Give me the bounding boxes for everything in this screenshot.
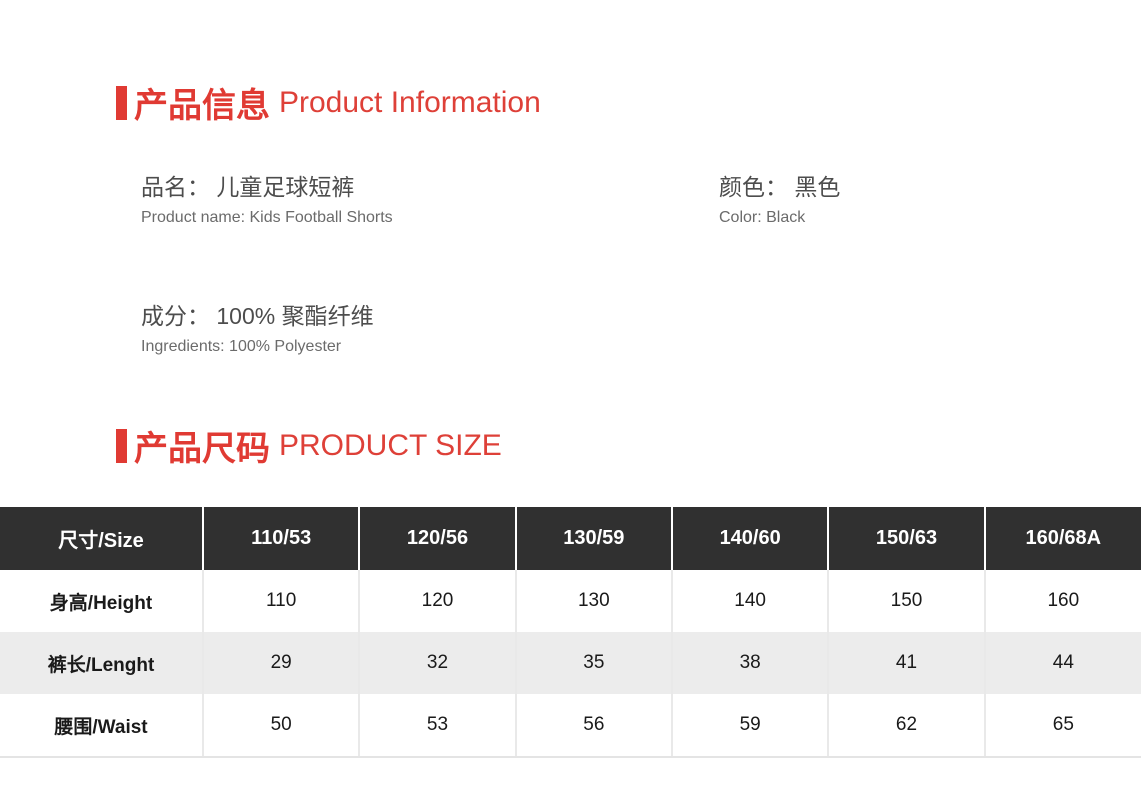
product-name-en: Product name: Kids Football Shorts — [141, 209, 393, 226]
section-title-en: PRODUCT SIZE — [279, 428, 502, 462]
table-header-cell: 120/56 — [359, 507, 517, 570]
table-cell: 140 — [671, 570, 830, 632]
table-cell: 53 — [359, 694, 517, 758]
table-cell: 59 — [671, 694, 830, 758]
red-accent-bar-icon — [116, 428, 127, 463]
table-cell: 56 — [515, 694, 673, 758]
color-cn: 颜色： 黑色 — [719, 174, 841, 200]
table-header-cell-size: 尺寸/Size — [0, 507, 204, 570]
table-cell: 62 — [828, 694, 986, 758]
table-cell: 44 — [984, 632, 1141, 694]
section-heading-product-size: 产品尺码 PRODUCT SIZE — [116, 421, 502, 470]
info-field-product-name: 品名： 儿童足球短裤 Product name: Kids Football S… — [141, 172, 719, 231]
table-cell: 110 — [203, 570, 361, 632]
table-row: 腰围/Waist 50 53 56 59 62 65 — [0, 694, 1141, 758]
table-row-label: 身高/Height — [0, 570, 204, 632]
table-cell: 35 — [515, 632, 673, 694]
section-heading-product-info: 产品信息 Product Information — [116, 78, 541, 127]
table-header-cell: 140/60 — [671, 507, 830, 570]
table-cell: 32 — [359, 632, 517, 694]
table-header-row: 尺寸/Size 110/53 120/56 130/59 140/60 150/… — [0, 507, 1141, 570]
section-title-en: Product Information — [279, 85, 541, 119]
table-cell: 130 — [515, 570, 673, 632]
info-row-name-color: 品名： 儿童足球短裤 Product name: Kids Football S… — [141, 172, 1101, 231]
section-title-cn: 产品尺码 — [134, 430, 270, 468]
ingredients-cn: 成分： 100% 聚酯纤维 — [141, 303, 374, 329]
info-field-ingredients: 成分： 100% 聚酯纤维 Ingredients: 100% Polyeste… — [141, 301, 719, 360]
table-header-cell: 150/63 — [828, 507, 986, 570]
info-field-color: 颜色： 黑色 Color: Black — [719, 172, 1099, 231]
section-title-cn: 产品信息 — [134, 87, 270, 125]
table-header: 尺寸/Size 110/53 120/56 130/59 140/60 150/… — [0, 507, 1141, 570]
ingredients-en: Ingredients: 100% Polyester — [141, 338, 342, 355]
color-en: Color: Black — [719, 209, 806, 226]
table-body: 身高/Height 110 120 130 140 150 160 裤长/Len… — [0, 570, 1141, 758]
table-header-cell: 160/68A — [984, 507, 1141, 570]
table-cell: 120 — [359, 570, 517, 632]
table-cell: 38 — [671, 632, 830, 694]
table-cell: 65 — [984, 694, 1141, 758]
table-cell: 41 — [828, 632, 986, 694]
table-header-cell: 110/53 — [203, 507, 361, 570]
table-row-label: 腰围/Waist — [0, 694, 204, 758]
table-cell: 150 — [828, 570, 986, 632]
red-accent-bar-icon — [116, 85, 127, 120]
table-row: 裤长/Lenght 29 32 35 38 41 44 — [0, 632, 1141, 694]
product-info-block: 品名： 儿童足球短裤 Product name: Kids Football S… — [141, 172, 1101, 360]
table-row-label: 裤长/Lenght — [0, 632, 204, 694]
size-chart-table: 尺寸/Size 110/53 120/56 130/59 140/60 150/… — [0, 507, 1141, 758]
info-row-ingredients: 成分： 100% 聚酯纤维 Ingredients: 100% Polyeste… — [141, 301, 1101, 360]
table-cell: 160 — [1047, 590, 1080, 611]
table-cell: 50 — [203, 694, 361, 758]
info-field-empty — [719, 301, 1099, 360]
table-header-cell: 130/59 — [515, 507, 673, 570]
table-cell: 29 — [203, 632, 361, 694]
product-name-cn: 品名： 儿童足球短裤 — [141, 174, 355, 200]
table-row: 身高/Height 110 120 130 140 150 160 — [0, 570, 1141, 632]
